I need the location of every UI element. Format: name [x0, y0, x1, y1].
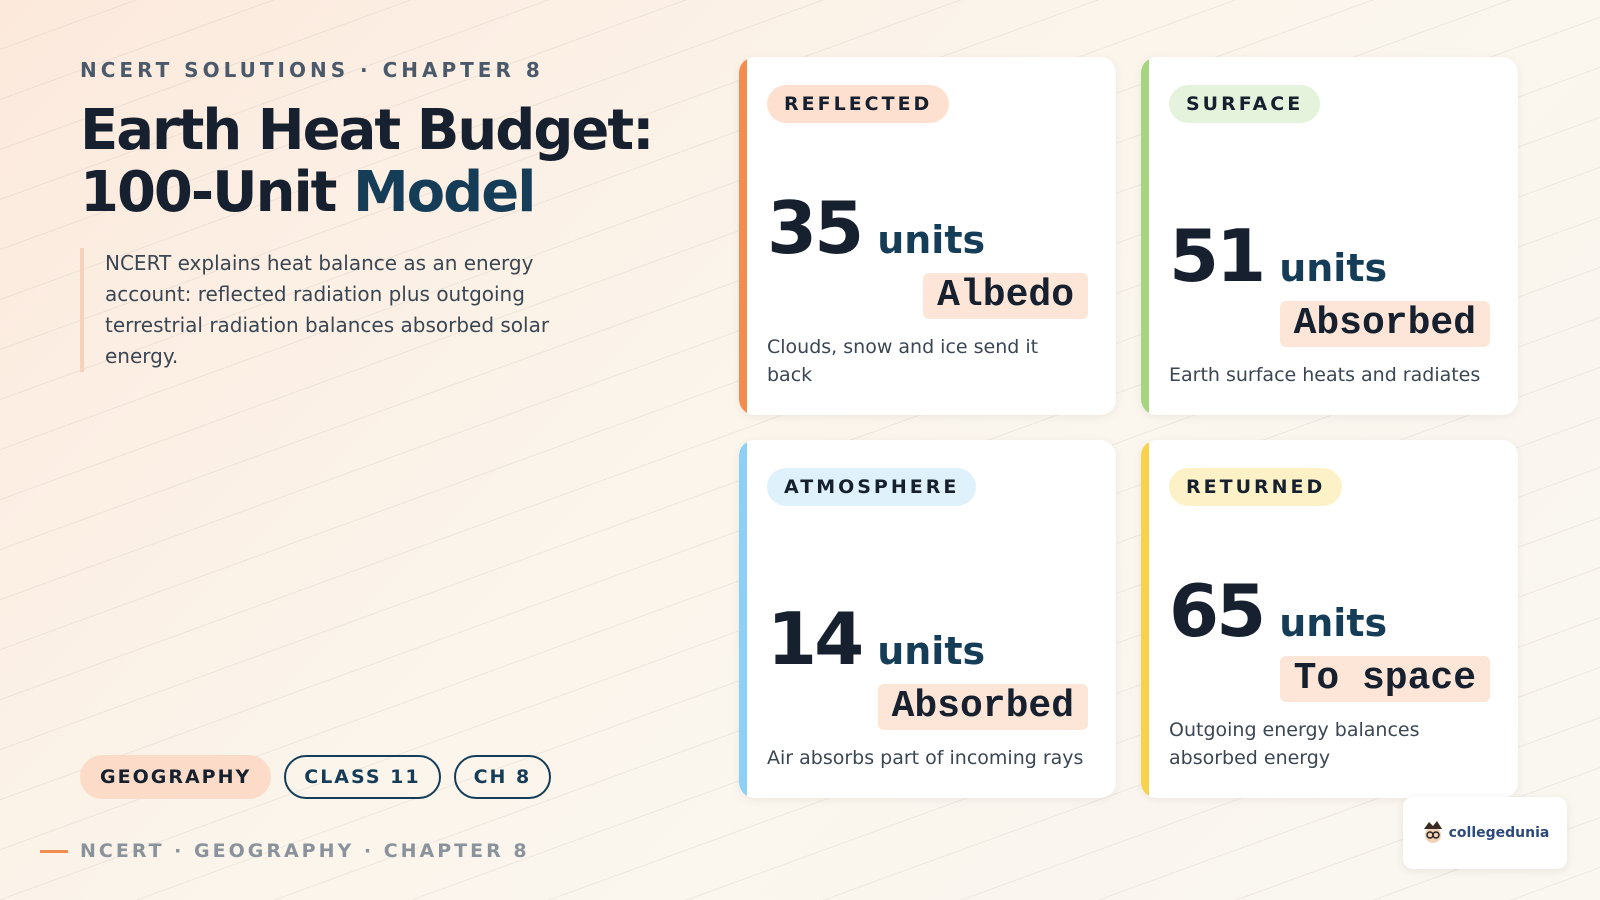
lead: NCERT explains heat balance as an energy… — [80, 248, 575, 372]
stat-card: RETURNED 65 units To space Outgoing energy b… — [1141, 440, 1518, 798]
chip: CH 8 — [453, 755, 552, 799]
logo-text: collegedunia — [1448, 825, 1550, 841]
card-unit: units — [1279, 246, 1388, 290]
card-unit: units — [877, 629, 986, 673]
stat-card: ATMOSPHERE 14 units Absorbed Air absorbs par… — [739, 440, 1116, 798]
card-number: 51 units — [1169, 219, 1490, 293]
kicker: NCERT SOLUTIONS · CHAPTER 8 — [80, 58, 544, 82]
card-accent — [739, 57, 747, 415]
title-accent: Model — [352, 160, 536, 225]
footer-dash — [40, 849, 68, 853]
card-description: Outgoing energy balances absorbed energy — [1169, 719, 1420, 769]
card-label: Absorbed — [1279, 301, 1490, 347]
card-value: 51 — [1169, 214, 1266, 298]
card-label: Absorbed — [877, 684, 1088, 730]
card-tag: ATMOSPHERE — [767, 468, 977, 506]
card-accent — [1141, 440, 1149, 798]
card-tag: SURFACE — [1169, 85, 1321, 123]
card-number: 14 units — [767, 602, 1088, 676]
card-accent — [1141, 57, 1149, 415]
card-description: Clouds, snow and ice send it back — [767, 336, 1039, 386]
stat-card: SURFACE 51 units Absorbed Earth surface heat… — [1141, 57, 1518, 415]
card-value: 65 — [1169, 569, 1266, 653]
card-unit: units — [877, 218, 986, 262]
stat-card: REFLECTED 35 units Albedo Clouds, snow and i… — [739, 57, 1116, 415]
card-accent — [739, 440, 747, 798]
card-number: 65 units — [1169, 574, 1490, 648]
card-description: Earth surface heats and radiates — [1169, 364, 1481, 386]
card-value: 35 — [767, 186, 864, 270]
chips: GEOGRAPHY CLASS 11 CH 8 — [80, 755, 552, 799]
title: Earth Heat Budget: 100-Unit Model — [80, 98, 655, 225]
logo: collegedunia — [1403, 797, 1567, 869]
card-label: Albedo — [923, 273, 1088, 319]
card-unit: units — [1279, 601, 1388, 645]
card-tag: REFLECTED — [767, 85, 950, 123]
chip: GEOGRAPHY — [80, 755, 272, 799]
title-line: 100-Unit — [80, 160, 337, 225]
chip: CLASS 11 — [284, 755, 441, 799]
footer-text: NCERT · GEOGRAPHY · CHAPTER 8 — [80, 840, 530, 862]
card-value: 14 — [767, 597, 864, 681]
footer: NCERT · GEOGRAPHY · CHAPTER 8 — [40, 840, 530, 862]
card-tag: RETURNED — [1169, 468, 1343, 506]
card-label: To space — [1279, 656, 1490, 702]
logo-icon — [1423, 821, 1442, 843]
card-number: 35 units — [767, 191, 1088, 265]
title-line: Earth Heat Budget: — [80, 98, 655, 163]
card-description: Air absorbs part of incoming rays — [767, 747, 1084, 769]
